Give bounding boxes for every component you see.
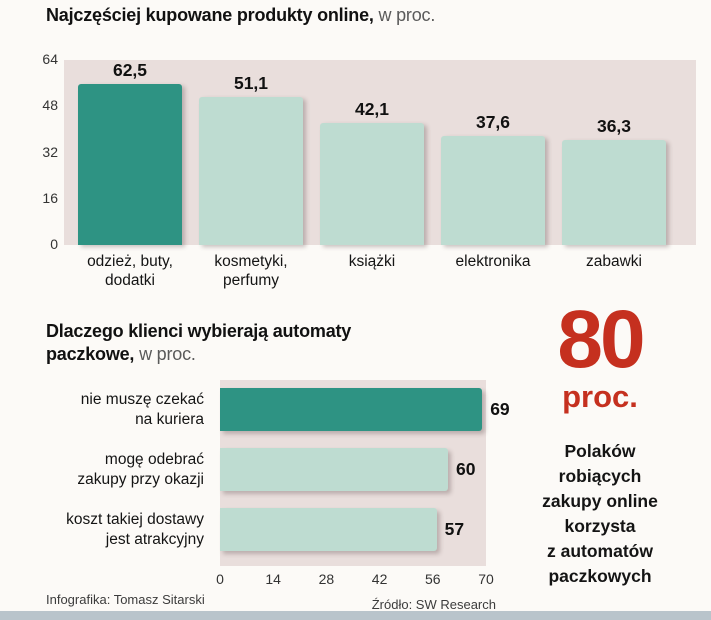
top-chart-title-suffix: w proc. <box>378 5 436 25</box>
bottom-strip <box>0 611 711 620</box>
top-chart-plot: 62,5 51,1 42,1 37,6 36,3 <box>64 60 696 245</box>
x-tick-label: 56 <box>425 571 441 587</box>
bottom-chart-title: Dlaczego klienci wybierają automaty pacz… <box>46 320 476 367</box>
category-label: książki <box>348 253 396 270</box>
bar-group: 37,6 <box>441 60 545 245</box>
source-text: Źródło: SW Research <box>371 597 496 612</box>
bar <box>441 136 545 245</box>
bar-value-label: 69 <box>490 399 510 419</box>
stat-unit: proc. <box>562 379 638 415</box>
x-tick-label: 70 <box>478 571 494 587</box>
bottom-chart-plot: 69 60 57 <box>220 380 510 566</box>
x-tick-label: 0 <box>216 571 224 587</box>
bottom-chart-title-bold: Dlaczego klienci wybierają automaty pacz… <box>46 321 352 365</box>
category-label: koszt takiej dostawy jest atrakcyjny <box>66 511 204 548</box>
bar-value-label: 57 <box>444 519 465 539</box>
bar-group: 51,1 <box>199 60 303 245</box>
bottom-chart-category-labels: nie muszę czekać na kuriera mogę odebrać … <box>0 380 212 566</box>
bar-value-label: 60 <box>456 459 476 479</box>
credit-text: Infografika: Tomasz Sitarski <box>46 592 205 607</box>
bar-value-label: 36,3 <box>596 116 632 137</box>
x-tick-label: 42 <box>371 571 388 587</box>
category-label: kosmetyki, perfumy <box>214 253 288 290</box>
bar-group: 36,3 <box>562 60 666 245</box>
bar-value-label: 42,1 <box>354 99 390 120</box>
bar-value-label: 62,5 <box>112 60 148 80</box>
top-chart-title: Najczęściej kupowane produkty online, w … <box>46 5 435 26</box>
top-chart-y-axis: 64 48 32 16 0 <box>26 51 58 252</box>
top-chart-category-labels: odzież, buty, dodatki kosmetyki, perfumy k… <box>64 252 696 291</box>
bar <box>199 97 303 245</box>
category-label: zabawki <box>586 253 642 270</box>
bar <box>220 388 483 431</box>
bar-value-label: 51,1 <box>233 73 269 94</box>
x-tick-label: 28 <box>318 571 335 587</box>
bar-value-label: 37,6 <box>475 112 511 133</box>
y-tick-label: 0 <box>50 236 58 252</box>
bottom-chart-x-axis: 0 14 28 42 56 70 <box>216 571 494 587</box>
bar <box>78 84 182 245</box>
y-tick-label: 16 <box>42 189 58 206</box>
stat-description: Polaków robiących zakupy online korzysta… <box>542 441 658 587</box>
y-tick-label: 32 <box>42 143 58 160</box>
bar <box>562 140 666 245</box>
category-label: mogę odebrać zakupy przy okazji <box>77 451 204 488</box>
bar-group: 62,5 <box>78 60 182 245</box>
stat-number: 80 <box>557 294 645 385</box>
bar <box>220 508 437 551</box>
y-tick-label: 48 <box>42 97 58 114</box>
category-label: elektronika <box>455 253 531 270</box>
bar-row: 57 <box>220 508 486 551</box>
y-tick-label: 64 <box>42 51 58 67</box>
bar <box>220 448 448 491</box>
stat-block: 80 proc. Polaków robiących zakupy online… <box>508 294 692 589</box>
bar-row: 69 <box>220 388 510 431</box>
bar-group: 42,1 <box>320 60 424 245</box>
bottom-chart-title-suffix: w proc. <box>139 344 196 365</box>
category-label: odzież, buty, dodatki <box>87 253 173 290</box>
bar-row: 60 <box>220 448 486 491</box>
top-chart-title-bold: Najczęściej kupowane produkty online, <box>46 5 374 25</box>
category-label: nie muszę czekać na kuriera <box>80 391 204 428</box>
x-tick-label: 14 <box>265 571 281 587</box>
bar <box>320 123 424 245</box>
